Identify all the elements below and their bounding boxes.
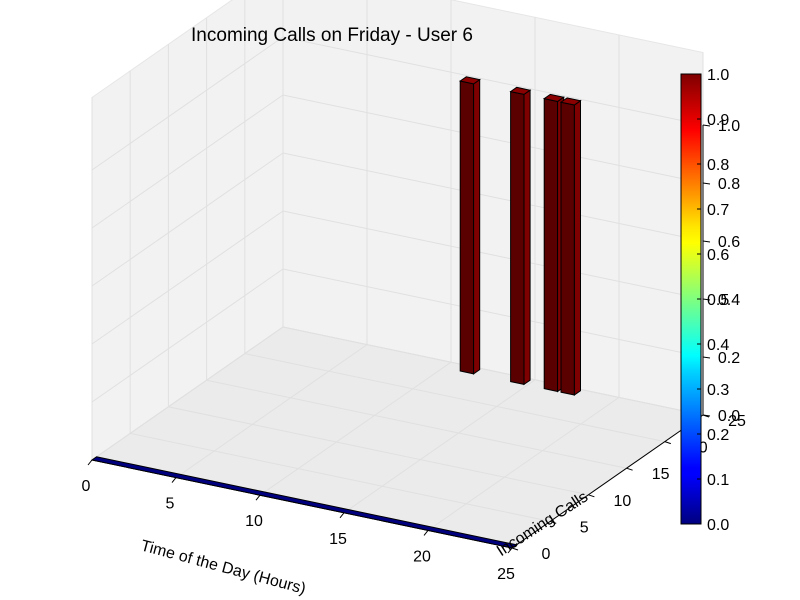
bar-3d [559,97,582,396]
bar-face-top [559,97,582,106]
colorbar-tick-label: 0.7 [707,202,729,219]
x-tick [255,494,261,501]
colorbar-tick-label: 0.6 [707,247,729,264]
z-tick-label: 0.6 [718,234,740,251]
y-tick-label: 25 [728,413,746,430]
z-tick-label: 0.4 [718,292,740,309]
bar-face-front [543,97,559,393]
y-tick-label: 0 [542,546,551,563]
y-tick [664,441,671,445]
bar-face-side [473,78,481,375]
baseline-bars [90,456,518,549]
y-tick-label: 15 [652,466,670,483]
colorbar-tick-label: 0.1 [707,472,729,489]
y-tick [626,467,633,471]
x-tick [87,459,93,466]
bar-face-front [459,80,475,375]
x-tick [339,512,345,519]
z-tick [702,356,711,359]
x-tick-label: 20 [413,548,431,565]
chart-title: Incoming Calls on Friday - User 6 [191,25,473,46]
bar-face-top [509,86,532,95]
x-tick-label: 10 [245,513,263,530]
y-tick [588,494,595,498]
bar-face-front [560,101,575,396]
z-tick-label: 0.2 [718,350,740,367]
bars [458,76,582,396]
x-tick [423,530,429,536]
y-tick-label: 5 [580,519,589,536]
y-tick-label: 10 [614,493,632,510]
bar-face-top [542,93,565,103]
y-tick [550,520,557,524]
colorbar-tick-label: 0.5 [707,292,729,309]
z-tick-label: 0.8 [718,176,740,193]
z-tick-label: 1.0 [718,118,740,135]
colorbar-tick-label: 0.9 [707,112,729,129]
bar-face-front [510,90,525,386]
colorbar-tick-label: 1.0 [707,67,729,84]
colorbar-tick-label: 0.8 [707,157,729,174]
colorbar: 0.0 0.1 0.2 0.3 0.4 0.5 0.6 0.7 0.8 0.9 1.0 [680,67,729,534]
x-tick-label: 15 [329,531,347,548]
x-tick [171,477,177,483]
x-axis-label: Time of the Day (Hours) [139,537,308,597]
x-tick-label: 5 [166,496,175,513]
z-tick [702,298,711,301]
ticks: 051015202505101520250.00.20.40.60.81.0 [82,118,746,583]
bar-3d [458,76,481,375]
y-axis-line [511,414,704,549]
colorbar-tick-label: 0.2 [707,427,729,444]
gridline-z [91,36,704,171]
z-tick [702,414,711,417]
x-tick-label: 25 [497,566,515,583]
colorbar-tick-label: 0.0 [707,517,729,534]
axes-panes [90,0,705,549]
y-tick [511,547,519,551]
bar-3d [509,86,532,386]
bar-face-top [458,76,481,85]
bar-face-side [523,89,531,386]
colorbar-ticks: 0.0 0.1 0.2 0.3 0.4 0.5 0.6 0.7 0.8 0.9 1.0 [697,67,729,534]
z-tick [702,182,711,185]
baseline-bar [90,456,518,549]
x-tick-label: 0 [82,478,91,495]
colorbar-tick-label: 0.3 [707,382,729,399]
z-tick [702,240,711,243]
bar-face-side [573,99,581,396]
z-tick-label: 0.0 [718,408,740,425]
colorbar-tick-label: 0.4 [707,337,729,354]
x-tick [507,547,513,554]
z-tick [702,124,711,127]
